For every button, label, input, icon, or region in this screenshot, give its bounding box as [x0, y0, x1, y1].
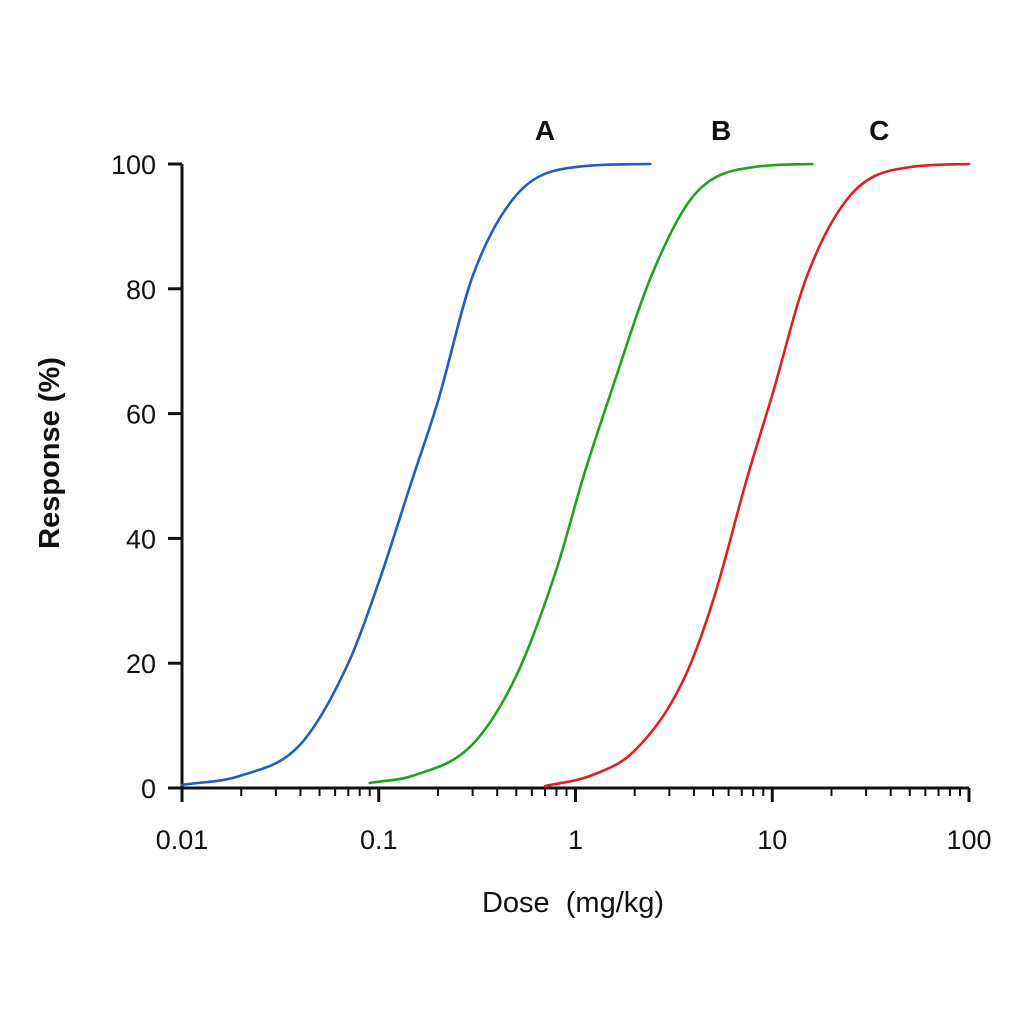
y-tick-label: 40: [126, 524, 156, 554]
x-tick-label: 100: [946, 825, 991, 855]
series-b-line: [368, 162, 814, 785]
x-tick-label: 0.1: [360, 825, 398, 855]
series-a-label: A: [535, 115, 555, 146]
series-a-line: [180, 162, 652, 787]
series-group: A B C: [180, 115, 971, 788]
y-tick-label: 60: [126, 400, 156, 430]
x-tick-label: 0.01: [156, 825, 209, 855]
y-tick-label: 100: [111, 150, 156, 180]
x-tick-label: 10: [757, 825, 787, 855]
y-axis-title: Response (%): [34, 357, 66, 549]
y-tick-label: 20: [126, 649, 156, 679]
x-axis-title: Dose (mg/kg): [482, 887, 664, 919]
series-c-line: [543, 162, 971, 788]
x-tick-label: 1: [568, 825, 583, 855]
axes: 0 20 40 60 80 100 0.01 0.1 1 10 100: [111, 150, 992, 855]
series-b-label: B: [711, 115, 731, 146]
y-tick-label: 0: [141, 774, 156, 804]
series-c-label: C: [869, 115, 889, 146]
y-tick-label: 80: [126, 275, 156, 305]
